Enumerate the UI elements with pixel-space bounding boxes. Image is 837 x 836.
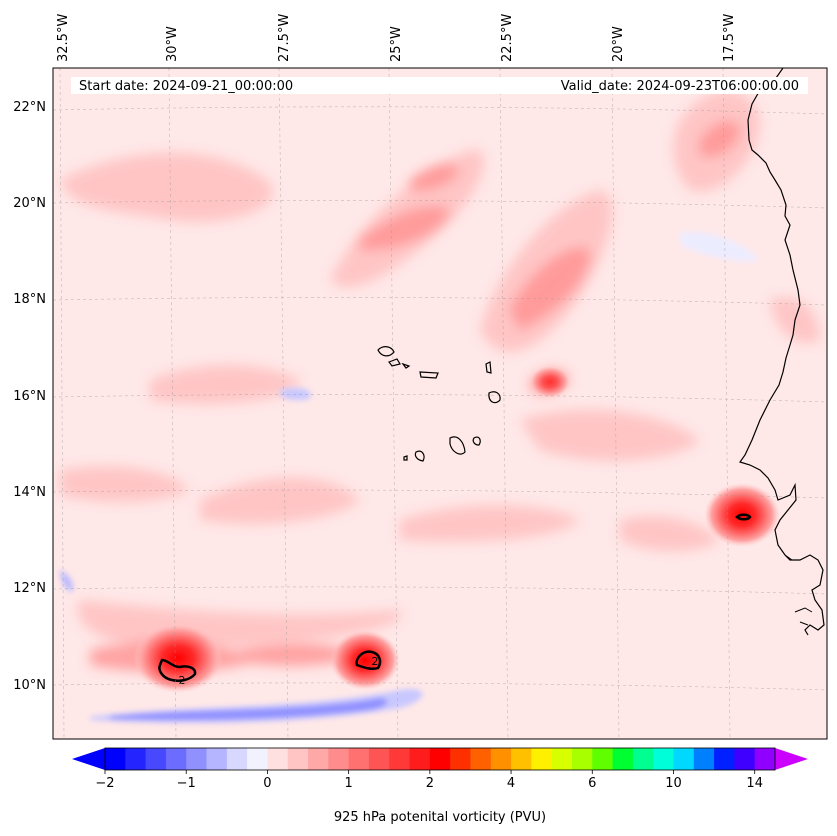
colorbar-cell — [612, 748, 634, 770]
colorbar-tick-label: 2 — [426, 776, 434, 791]
colorbar-label: 925 hPa potenital vorticity (PVU) — [334, 810, 546, 825]
vorticity-max-central — [330, 630, 400, 690]
colorbar-tick-label: −1 — [177, 776, 196, 791]
colorbar-cell — [429, 748, 451, 770]
contour-label: 2 — [179, 674, 186, 687]
african-coastline — [739, 68, 825, 636]
lat-tick-label: 14°N — [13, 485, 46, 500]
gridlines — [53, 68, 827, 739]
colorbar-cell — [470, 748, 492, 770]
colorbar-tick-label: 0 — [263, 776, 271, 791]
colorbar-cell — [186, 748, 207, 770]
colorbar-tick-label: 14 — [746, 776, 763, 791]
colorbar-cell — [105, 748, 126, 770]
coastline-detail — [784, 554, 813, 626]
start-date-label: Start date: 2024-09-21_00:00:00 — [79, 79, 293, 94]
colorbar-cell — [409, 748, 431, 770]
colorbar-cell — [226, 748, 248, 770]
header-banner — [71, 77, 808, 94]
colorbar-cell — [673, 748, 695, 770]
lon-tick-label: 27.5°W — [277, 14, 292, 62]
colorbar-cell — [531, 748, 553, 770]
colorbar-cell — [714, 748, 735, 770]
colorbar: −2 −1 0 1 2 4 6 10 14 925 hPa potenital vorticit… — [72, 747, 808, 825]
colorbar-cell — [389, 748, 410, 770]
lon-tick-label: 32.5°W — [56, 14, 71, 62]
latitude-labels: 22°N 20°N 18°N 16°N 14°N 12°N 10°N — [13, 100, 46, 693]
colorbar-cell — [450, 748, 471, 770]
colorbar-cell — [267, 748, 289, 770]
lat-tick-label: 16°N — [13, 389, 46, 404]
colorbar-cell — [165, 748, 187, 770]
lat-tick-label: 20°N — [13, 196, 46, 211]
colorbar-cell — [328, 748, 350, 770]
lon-tick-label: 20°W — [611, 26, 626, 62]
colorbar-cell — [490, 748, 512, 770]
map-panel: 2 2 — [53, 68, 827, 739]
colorbar-cell — [247, 748, 268, 770]
colorbar-tick-label: −2 — [95, 776, 114, 791]
colorbar-frame — [104, 747, 776, 771]
lat-tick-label: 22°N — [13, 100, 46, 115]
colorbar-tick-label: 10 — [665, 776, 682, 791]
colorbar-cell — [125, 748, 146, 770]
colorbar-cell — [592, 748, 613, 770]
lon-tick-label: 30°W — [165, 26, 180, 62]
valid-date-label: Valid_date: 2024-09-23T06:00:00.00 — [561, 79, 799, 94]
colorbar-cell — [511, 748, 532, 770]
colorbar-tick-label: 1 — [344, 776, 352, 791]
vorticity-max-ne — [530, 366, 570, 398]
colorbar-cell — [754, 748, 776, 770]
lon-tick-label: 25°W — [389, 26, 404, 62]
map-frame — [52, 67, 828, 740]
colorbar-cell — [653, 748, 674, 770]
colorbar-under-arrow — [72, 748, 105, 770]
colorbar-cell — [734, 748, 756, 770]
colorbar-cell — [551, 748, 573, 770]
lat-tick-label: 18°N — [13, 292, 46, 307]
pv-contours — [158, 513, 752, 682]
colorbar-cell — [308, 748, 329, 770]
longitude-labels: 32.5°W 30°W 27.5°W 25°W 22.5°W 20°W 17.5… — [56, 14, 737, 62]
vorticity-max-west — [133, 623, 223, 693]
colorbar-tick-label: 4 — [507, 776, 515, 791]
colorbar-cell — [145, 748, 167, 770]
lon-tick-label: 22.5°W — [500, 14, 515, 62]
contour-label: 2 — [372, 655, 379, 668]
colorbar-cell — [348, 748, 370, 770]
colorbar-over-arrow — [775, 748, 808, 770]
colorbar-cell — [287, 748, 309, 770]
colorbar-cell — [206, 748, 228, 770]
colorbar-cell — [632, 748, 654, 770]
lat-tick-label: 12°N — [13, 581, 46, 596]
cape-verde-islands — [377, 346, 501, 462]
colorbar-tick-label: 6 — [588, 776, 596, 791]
pv-negative-band — [60, 231, 760, 723]
lon-tick-label: 17.5°W — [722, 14, 737, 62]
colorbar-cell — [368, 748, 390, 770]
colorbar-cell — [571, 748, 593, 770]
colorbar-cell — [693, 748, 715, 770]
lat-tick-label: 10°N — [13, 678, 46, 693]
